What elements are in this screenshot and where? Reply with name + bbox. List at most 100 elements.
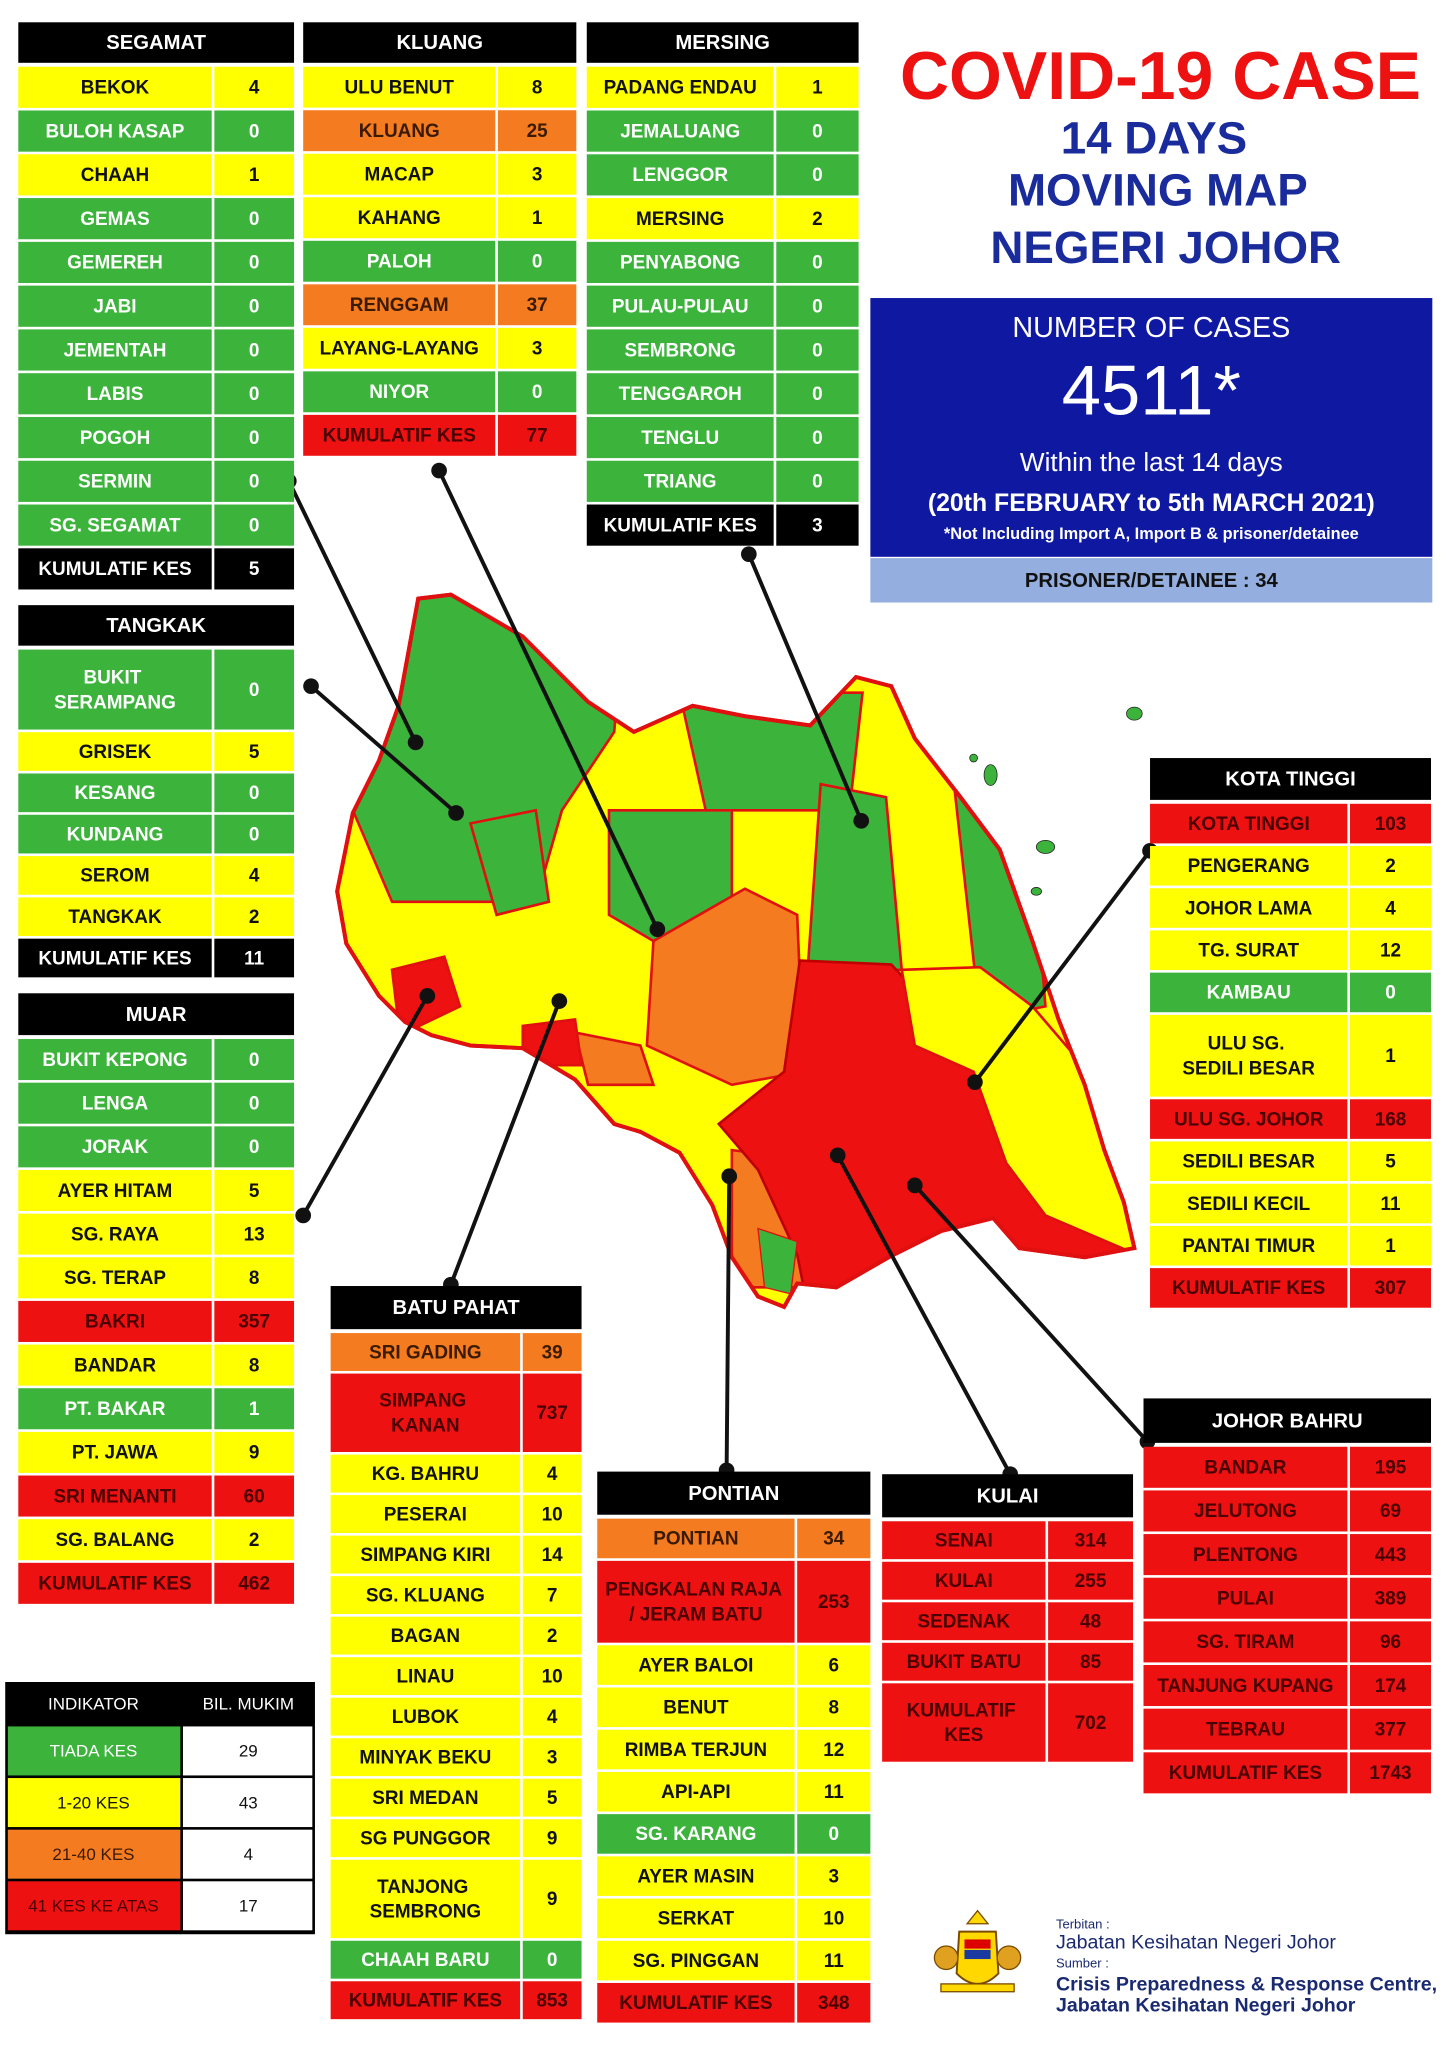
case-count: 11 [824,1951,844,1972]
value-cell [797,1856,871,1896]
case-count: 195 [1375,1458,1407,1479]
summary-period: Within the last 14 days [1020,447,1283,477]
name-cell [330,1738,521,1777]
district-table: KLUANG ULU BENUT 8 KLUANG 25 MACAP 3 KAHANG 1 PAL… [303,22,577,456]
name-cell [18,1388,212,1430]
district-name: LUBOK [392,1707,460,1728]
name-cell [1150,972,1348,1013]
value-cell [497,240,577,282]
case-count: 8 [532,77,543,98]
case-count: 5 [249,1181,260,1202]
value-cell [1349,1141,1432,1182]
subtitle: NEGERI JOHOR [990,222,1341,273]
name-cell [1150,1183,1348,1224]
source-label: Sumber : [1056,1956,1109,1971]
value-cell [1349,888,1432,928]
name-cell [18,773,212,813]
value-cell [214,814,295,854]
name-cell [303,327,496,369]
value-cell [522,1859,582,1939]
district-name: TG. SURAT [1198,941,1299,962]
district-name: BAKRI [85,1312,145,1333]
leader-line [437,469,660,931]
value-cell [214,1082,295,1124]
value-cell [522,1495,582,1534]
case-count: 1 [532,208,543,229]
table-header-bg [18,22,295,63]
name-cell [586,154,774,196]
table-header-bg [597,1471,871,1515]
case-count: 0 [249,1050,260,1071]
name-cell [303,284,496,326]
case-count: 0 [249,824,260,845]
case-count: 4 [249,78,260,99]
district-name: KUMULATIF KES [604,515,757,536]
district-name: TANJONG SEMBRONG [370,1877,482,1923]
case-count: 5 [249,559,260,580]
value-cell [522,1535,582,1574]
case-count: 85 [1080,1652,1101,1673]
district-name: BANDAR [74,1355,156,1376]
legend-count-bg [182,1778,313,1828]
leader-line [724,1176,732,1471]
value-cell [214,1257,295,1299]
name-cell [330,1859,521,1939]
case-count: 34 [823,1529,845,1550]
legend-header: INDIKATOR [48,1694,139,1713]
source: Jabatan Kesihatan Negeri Johor [1056,1994,1356,2016]
table-header: SEGAMAT [106,32,206,54]
name-cell [1150,1141,1348,1182]
value-cell [522,1940,582,1979]
case-count: 3 [547,1747,558,1768]
case-count: 0 [547,1950,558,1971]
value-cell [1349,1577,1432,1619]
value-cell [522,1333,582,1371]
district-name: PANTAI TIMUR [1182,1236,1315,1257]
name-cell [1143,1752,1348,1794]
table-header-bg [586,22,859,63]
district-name: KUMULATIF KES [38,1574,191,1595]
case-count: 853 [536,1991,568,2012]
legend-swatch [7,1881,181,1931]
district-name: SEDILI KECIL [1187,1194,1310,1215]
name-cell [303,371,496,413]
legend-label: 21-40 KES [52,1845,134,1864]
district-name: KAMBAU [1207,983,1291,1004]
value-cell [214,329,295,371]
name-cell [303,240,496,282]
case-count: 1743 [1369,1763,1411,1784]
leader-dot [448,805,464,821]
case-count: 0 [249,680,260,701]
leader-line [287,480,418,744]
legend-count: 43 [239,1793,258,1812]
name-cell [586,504,774,546]
name-cell [1143,1534,1348,1576]
summary-dates: (20th FEBRUARY to 5th MARCH 2021) [928,490,1375,517]
district-table: KULAI SENAI 314 KULAI 255 SEDENAK 48 BUKIT BATU… [882,1474,1134,1762]
district-name: KUMULATIF KES [1169,1763,1322,1784]
value-cell [1349,1225,1432,1266]
case-count: 0 [249,1137,260,1158]
value-cell [214,732,295,771]
case-count: 0 [812,253,823,274]
case-count: 2 [249,907,260,928]
name-cell [18,548,212,590]
name-cell [18,1126,212,1168]
district-name: SIMPANG KANAN [379,1391,471,1437]
value-cell [214,285,295,327]
value-cell [1048,1521,1134,1560]
value-cell [214,1039,295,1081]
district-name: RENGGAM [350,295,449,316]
district-name: PESERAI [384,1504,467,1525]
name-cell [1150,1099,1348,1139]
name-cell [18,1300,212,1342]
value-cell [214,66,295,108]
value-cell [776,460,859,502]
name-cell [586,241,774,284]
legend-swatch [7,1726,181,1776]
value-cell [1048,1561,1134,1600]
case-count: 39 [542,1342,563,1363]
name-cell [597,1518,795,1559]
case-count: 10 [823,1909,844,1930]
table-header: MERSING [675,32,770,54]
